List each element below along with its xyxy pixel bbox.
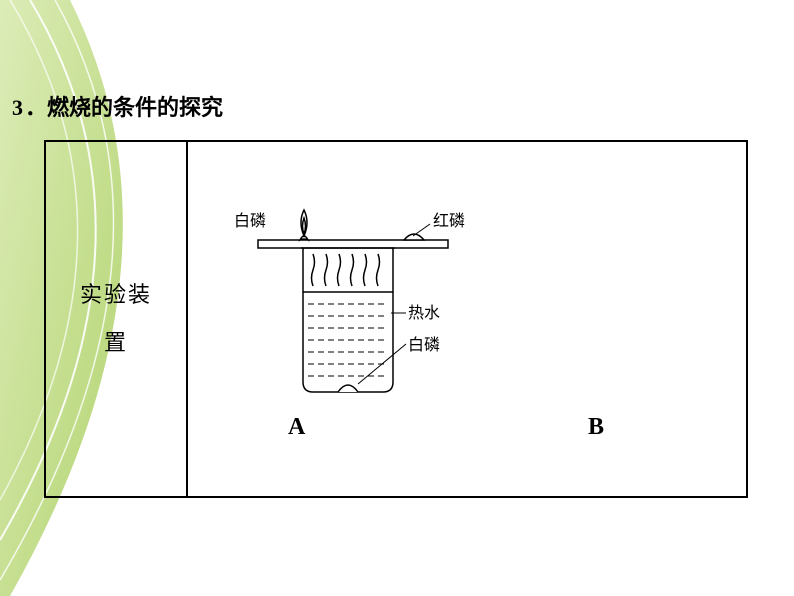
row-header-cell: 实验装 置	[46, 142, 188, 496]
panel-label-b: B	[588, 414, 604, 441]
heading-sep: ．	[25, 95, 47, 120]
heading-number: 3	[12, 95, 23, 120]
row-header-line2: 置	[104, 330, 128, 355]
slide-heading: 3．燃烧的条件的探究	[12, 90, 223, 122]
content-cell: 白磷 红磷 热水 白磷 A B	[188, 142, 746, 496]
heading-text: 燃烧的条件的探究	[47, 95, 223, 120]
label-white-phosphorus-top: 白磷	[234, 212, 266, 230]
label-hot-water: 热水	[408, 304, 440, 322]
row-header-label: 实验装 置	[80, 271, 152, 368]
apparatus-diagram: 白磷 红磷 热水 白磷	[208, 182, 498, 432]
row-header-line1: 实验装	[80, 282, 152, 307]
panel-label-a: A	[288, 414, 305, 441]
slide: 3．燃烧的条件的探究 实验装 置	[0, 0, 794, 596]
label-white-phosphorus-bottom: 白磷	[408, 336, 440, 354]
experiment-table: 实验装 置	[44, 140, 748, 498]
label-red-phosphorus: 红磷	[433, 212, 465, 230]
